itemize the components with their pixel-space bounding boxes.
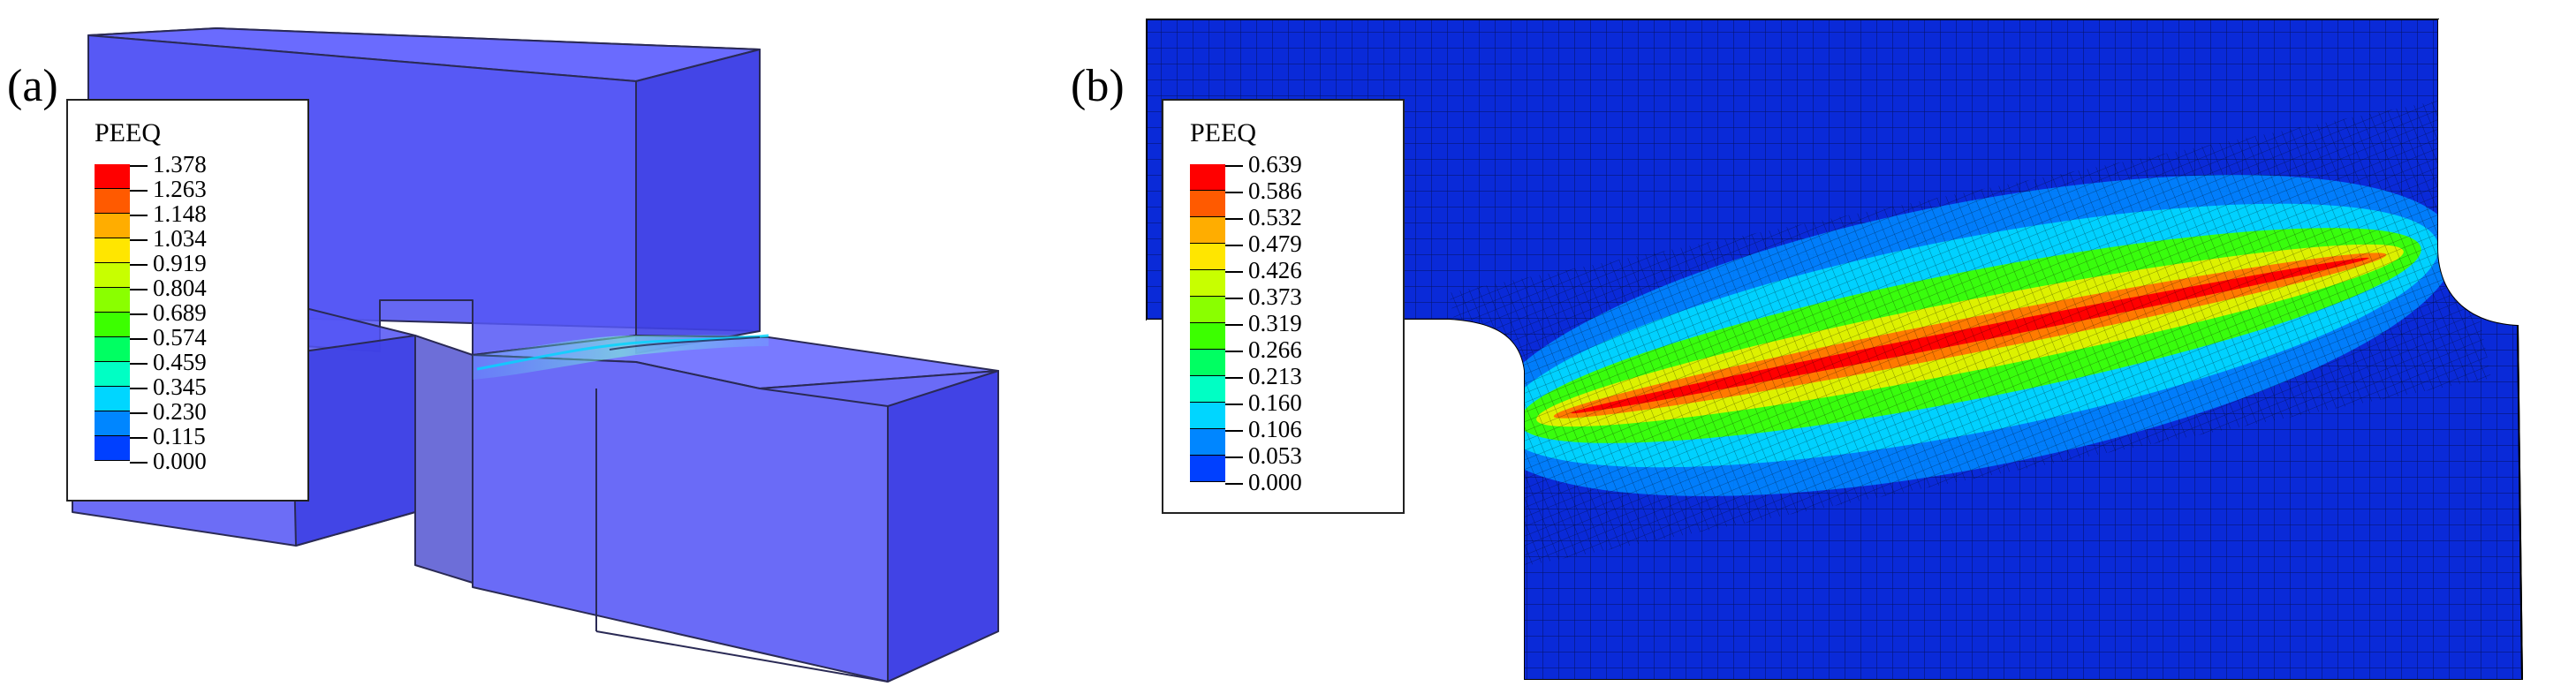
panel-b-legend-swatch-2 <box>1190 217 1225 244</box>
panel-b-legend-tick-label: 0.053 <box>1225 442 1302 469</box>
panel-a-legend-swatch-2 <box>95 214 130 238</box>
panel-b-legend-tick-label: 0.106 <box>1225 416 1302 442</box>
panel-b-legend-tick-label: 0.479 <box>1225 230 1302 257</box>
panel-a-legend-tick-label: 0.115 <box>130 423 206 449</box>
panel-b-legend-swatch-7 <box>1190 350 1225 376</box>
panel-b-legend-swatch-0 <box>1190 164 1225 191</box>
panel-a-legend: PEEQ 1.378 1.263 1.148 1.034 0.919 0.804 0.689… <box>66 99 309 502</box>
panel-b-legend-tick-label: 0.160 <box>1225 389 1302 416</box>
notch-right-cutout <box>2438 19 2576 325</box>
panel-a-legend-swatch-6 <box>95 313 130 337</box>
panel-b-legend: PEEQ 0.639 0.586 0.532 0.479 0.426 0.373 0.319… <box>1162 99 1405 514</box>
panel-a-legend-tick-label: 0.000 <box>130 448 207 474</box>
panel-a-legend-tick-label: 1.148 <box>130 200 207 227</box>
panel-a-legend-swatch-10 <box>95 411 130 436</box>
panel-b-legend-swatch-11 <box>1190 456 1225 482</box>
panel-a-legend-swatch-3 <box>95 238 130 263</box>
panel-b-legend-swatch-8 <box>1190 376 1225 403</box>
panel-b-legend-swatch-10 <box>1190 429 1225 456</box>
panel-a-legend-swatch-8 <box>95 362 130 387</box>
panel-a-legend-tick-label: 0.919 <box>130 250 207 276</box>
panel-a-legend-tick-label: 0.230 <box>130 398 207 425</box>
panel-a-legend-swatch-4 <box>95 263 130 288</box>
shear-band-line-2 <box>609 336 761 351</box>
panel-a-legend-tick-label: 1.378 <box>130 151 207 177</box>
panel-a-legend-tick-label: 1.034 <box>130 225 207 252</box>
panel-a-legend-swatch-1 <box>95 189 130 214</box>
panel-a-label: (a) <box>7 61 58 111</box>
panel-b-legend-tick-label: 0.266 <box>1225 336 1302 363</box>
panel-a-legend-swatch-9 <box>95 387 130 411</box>
panel-a-legend-tick-label: 0.574 <box>130 324 207 351</box>
panel-b-legend-tick-label: 0.639 <box>1225 151 1302 177</box>
panel-b-legend-swatch-6 <box>1190 323 1225 350</box>
panel-b-label: (b) <box>1071 61 1125 111</box>
panel-b-legend-tick-label: 0.586 <box>1225 177 1302 204</box>
panel-b-legend-swatch-1 <box>1190 191 1225 217</box>
panel-a-legend-title: PEEQ <box>95 118 161 147</box>
panel-a-legend-tick-label: 0.345 <box>130 373 207 400</box>
panel-a-legend-tick-label: 0.459 <box>130 349 207 375</box>
panel-a-legend-swatch-11 <box>95 436 130 461</box>
panel-b-legend-swatch-5 <box>1190 297 1225 323</box>
panel-a-legend-tick-label: 0.804 <box>130 275 207 301</box>
panel-b-legend-swatch-3 <box>1190 244 1225 270</box>
panel-b-legend-tick-label: 0.532 <box>1225 204 1302 230</box>
panel-b-legend-swatch-9 <box>1190 403 1225 429</box>
panel-a-legend-tick-label: 0.689 <box>130 299 207 326</box>
panel-b-legend-tick-label: 0.373 <box>1225 283 1302 310</box>
panel-a-legend-swatch-7 <box>95 337 130 362</box>
panel-b-legend-tick-label: 0.426 <box>1225 257 1302 283</box>
panel-b-legend-swatch-4 <box>1190 270 1225 297</box>
panel-b-legend-tick-label: 0.319 <box>1225 310 1302 336</box>
shear-band-line <box>476 334 769 371</box>
panel-a-legend-tick-label: 1.263 <box>130 176 207 202</box>
panel-b-legend-title: PEEQ <box>1190 118 1256 147</box>
upper-block-side-face <box>635 49 761 354</box>
panel-b-legend-tick-label: 0.000 <box>1225 469 1302 495</box>
panel-a-legend-swatch-5 <box>95 288 130 313</box>
panel-b-legend-tick-label: 0.213 <box>1225 363 1302 389</box>
panel-a-legend-swatch-0 <box>95 164 130 189</box>
shear-band <box>473 335 769 380</box>
